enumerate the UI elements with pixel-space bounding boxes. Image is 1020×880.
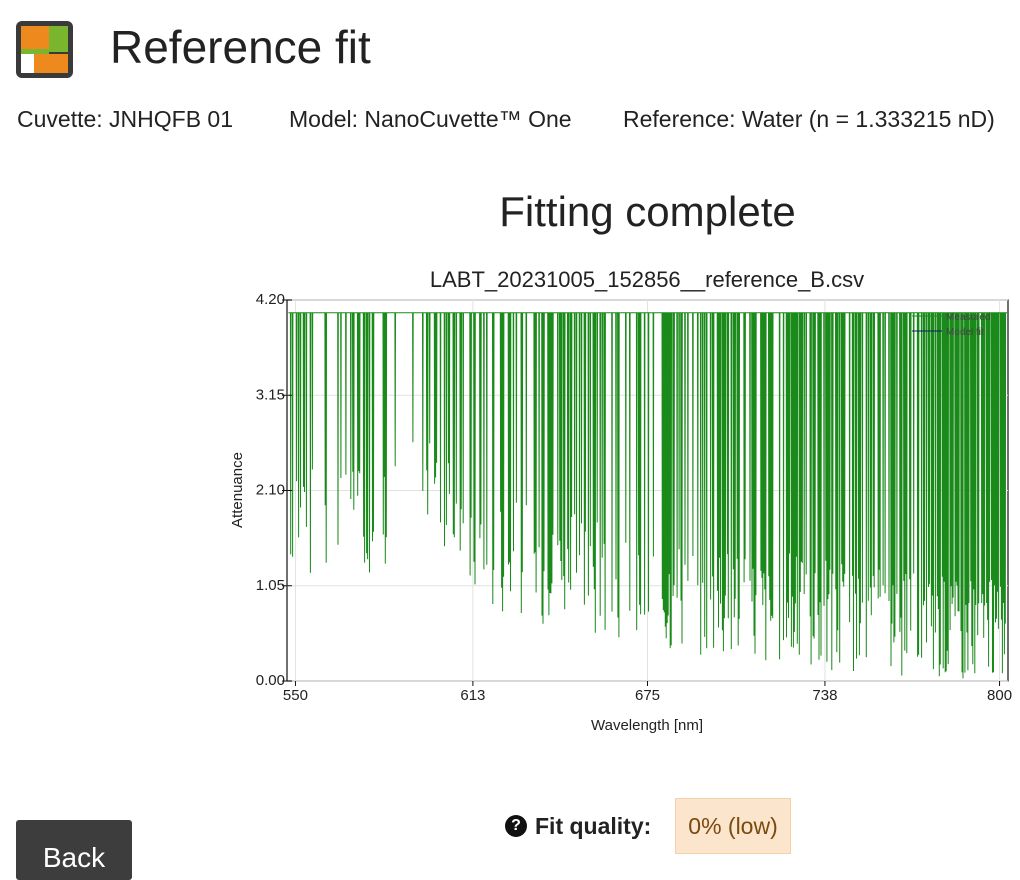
x-tick-label: 738 <box>812 687 837 704</box>
fit-quality-label: Fit quality: <box>535 812 652 839</box>
chart-title: LABT_20231005_152856__reference_B.csv <box>430 267 864 292</box>
legend-label: Model fit <box>946 327 984 338</box>
fit-quality-row: ? Fit quality: 0% (low) <box>505 798 791 854</box>
logo-green-right <box>49 26 68 52</box>
x-tick-label: 550 <box>283 687 308 704</box>
back-button[interactable]: Back <box>16 820 132 880</box>
y-tick-label: 0.00 <box>256 672 285 689</box>
logo-white-block <box>21 54 34 73</box>
legend-label: Measured <box>946 312 990 323</box>
x-tick-label: 675 <box>635 687 660 704</box>
chart-legend: Measured Model fit <box>912 312 990 338</box>
x-tick-label: 613 <box>460 687 485 704</box>
y-axis-label: Attenuance <box>229 452 246 528</box>
page-title: Reference fit <box>110 21 371 73</box>
cuvette-id: Cuvette: JNHQFB 01 <box>17 106 234 132</box>
logo-orange-top <box>21 26 49 49</box>
chart-svg: LABT_20231005_152856__reference_B.csv 55… <box>229 267 1012 734</box>
x-tick-label: 800 <box>987 687 1012 704</box>
cuvette-info-row: Cuvette: JNHQFB 01 Model: NanoCuvette™ O… <box>0 106 1020 136</box>
cuvette-model: Model: NanoCuvette™ One <box>289 106 572 132</box>
y-tick-label: 3.15 <box>256 386 285 403</box>
x-axis-label: Wavelength [nm] <box>591 717 703 734</box>
fit-quality-value: 0% (low) <box>675 798 791 854</box>
question-circle-icon[interactable]: ? <box>505 815 527 837</box>
y-tick-label: 1.05 <box>256 577 285 594</box>
axis-layer: 550 613 675 738 800 0.00 1.05 2.10 3.15 4.20 <box>256 291 1012 704</box>
y-tick-label: 2.10 <box>256 482 285 499</box>
logo-orange-bottom <box>34 54 68 73</box>
logo-green-left <box>21 49 49 54</box>
app-logo-graphic <box>21 26 68 73</box>
measured-series-line <box>288 312 1007 679</box>
series-layer <box>288 312 1007 679</box>
app-logo-icon <box>16 21 73 78</box>
reference-info: Reference: Water (n = 1.333215 nD) <box>623 106 995 132</box>
y-tick-label: 4.20 <box>256 291 285 308</box>
status-heading: Fitting complete <box>499 188 796 235</box>
reference-fit-chart: LABT_20231005_152856__reference_B.csv 55… <box>220 258 1020 748</box>
